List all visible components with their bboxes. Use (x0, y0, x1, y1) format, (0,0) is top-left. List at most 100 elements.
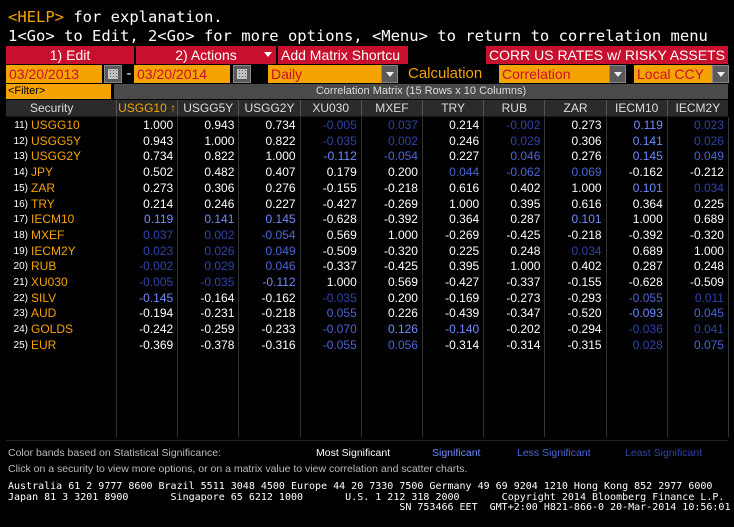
correlation-cell[interactable]: 0.246 (204, 196, 235, 211)
correlation-cell[interactable]: 0.026 (693, 133, 724, 148)
correlation-cell[interactable]: 0.225 (693, 196, 724, 211)
correlation-cell[interactable]: 0.200 (387, 290, 418, 305)
correlation-cell[interactable]: 0.029 (510, 133, 541, 148)
correlation-cell[interactable]: 0.141 (632, 133, 663, 148)
correlation-cell[interactable]: -0.427 (322, 196, 357, 211)
add-matrix-shortcut-button[interactable]: Add Matrix Shortcu (278, 46, 408, 64)
security-silv[interactable]: SILV (31, 290, 57, 305)
correlation-cell[interactable]: -0.035 (322, 133, 357, 148)
correlation-cell[interactable]: -0.162 (628, 165, 663, 180)
column-header-security[interactable]: Security (30, 101, 74, 115)
correlation-cell[interactable]: 0.046 (510, 149, 541, 164)
correlation-cell[interactable]: -0.112 (323, 149, 357, 164)
correlation-cell[interactable]: 0.200 (387, 165, 418, 180)
security-usgg10[interactable]: USGG10 (31, 118, 80, 132)
correlation-cell[interactable]: 0.306 (204, 180, 235, 195)
correlation-cell[interactable]: -0.316 (261, 337, 296, 352)
correlation-cell[interactable]: -0.162 (261, 290, 296, 305)
correlation-cell[interactable]: 0.037 (143, 227, 174, 242)
chevron-down-icon[interactable] (381, 65, 398, 83)
correlation-cell[interactable]: 0.287 (632, 259, 663, 274)
correlation-cell[interactable]: 0.045 (693, 306, 724, 321)
correlation-cell[interactable]: 0.119 (144, 212, 174, 227)
correlation-cell[interactable]: 0.002 (387, 133, 418, 148)
correlation-cell[interactable]: -0.269 (383, 196, 418, 211)
correlation-cell[interactable]: 0.689 (632, 243, 663, 258)
correlation-cell[interactable]: 0.055 (326, 306, 357, 321)
correlation-cell[interactable]: -0.194 (139, 306, 174, 321)
correlation-cell[interactable]: -0.337 (506, 275, 541, 289)
correlation-cell[interactable]: 1.000 (693, 243, 724, 258)
currency-select[interactable]: Local CCY (634, 65, 712, 83)
correlation-cell[interactable]: -0.145 (139, 290, 174, 305)
correlation-cell[interactable]: -0.294 (567, 322, 602, 337)
correlation-cell[interactable]: -0.140 (445, 322, 480, 337)
column-header-iecm2y[interactable]: IECM2Y (666, 100, 728, 116)
correlation-cell[interactable]: 0.141 (204, 212, 235, 227)
correlation-cell[interactable]: -0.005 (139, 275, 174, 289)
correlation-cell[interactable]: -0.425 (506, 227, 541, 242)
correlation-cell[interactable]: -0.218 (261, 306, 296, 321)
correlation-cell[interactable]: -0.070 (322, 322, 357, 337)
actions-menu-button[interactable]: 2) Actions (136, 46, 276, 64)
security-rub[interactable]: RUB (31, 259, 57, 274)
correlation-cell[interactable]: 0.689 (693, 212, 724, 227)
correlation-cell[interactable]: 1.000 (143, 118, 174, 132)
correlation-cell[interactable]: -0.314 (506, 337, 541, 352)
correlation-cell[interactable]: -0.002 (506, 118, 541, 132)
correlation-cell[interactable]: -0.509 (322, 243, 357, 258)
correlation-cell[interactable]: 0.395 (449, 259, 480, 274)
correlation-cell[interactable]: -0.112 (262, 275, 296, 289)
correlation-cell[interactable]: -0.315 (567, 337, 602, 352)
correlation-cell[interactable]: 0.273 (143, 180, 174, 195)
column-header-usgg10[interactable]: USGG10 ↑ (116, 100, 177, 116)
correlation-cell[interactable]: 1.000 (510, 259, 541, 274)
security-golds[interactable]: GOLDS (31, 322, 74, 337)
correlation-cell[interactable]: -0.392 (383, 212, 418, 227)
correlation-cell[interactable]: -0.273 (506, 290, 541, 305)
correlation-cell[interactable]: -0.093 (628, 306, 663, 321)
correlation-cell[interactable]: -0.002 (139, 259, 174, 274)
correlation-cell[interactable]: 0.227 (449, 149, 480, 164)
correlation-cell[interactable]: 0.069 (571, 165, 602, 180)
correlation-cell[interactable]: 0.023 (143, 243, 174, 258)
correlation-cell[interactable]: -0.242 (139, 322, 174, 337)
correlation-cell[interactable]: -0.392 (628, 227, 663, 242)
correlation-cell[interactable]: 0.026 (204, 243, 235, 258)
correlation-cell[interactable]: 0.276 (571, 149, 602, 164)
calculation-select[interactable]: Correlation (499, 65, 609, 83)
correlation-cell[interactable]: 0.502 (143, 165, 174, 180)
column-header-rub[interactable]: RUB (483, 100, 544, 116)
correlation-cell[interactable]: -0.314 (445, 337, 480, 352)
correlation-cell[interactable]: 0.145 (632, 149, 663, 164)
correlation-cell[interactable]: -0.509 (689, 275, 724, 289)
security-try[interactable]: TRY (31, 196, 55, 211)
correlation-cell[interactable]: 0.028 (632, 337, 663, 352)
correlation-cell[interactable]: -0.233 (261, 322, 296, 337)
correlation-cell[interactable]: 0.482 (204, 165, 235, 180)
correlation-cell[interactable]: 1.000 (632, 212, 663, 227)
correlation-cell[interactable]: -0.169 (445, 290, 480, 305)
security-eur[interactable]: EUR (31, 337, 57, 352)
correlation-cell[interactable]: 0.041 (693, 322, 724, 337)
correlation-cell[interactable]: -0.369 (139, 337, 174, 352)
security-jpy[interactable]: JPY (31, 165, 54, 180)
correlation-cell[interactable]: 0.101 (571, 212, 602, 227)
correlation-cell[interactable]: -0.055 (322, 337, 357, 352)
correlation-cell[interactable]: -0.218 (567, 227, 602, 242)
correlation-cell[interactable]: -0.036 (628, 322, 663, 337)
security-usgg2y[interactable]: USGG2Y (31, 149, 82, 164)
filter-button[interactable]: <Filter> (6, 84, 111, 99)
correlation-cell[interactable]: 0.273 (571, 118, 602, 132)
column-header-usgg2y[interactable]: USGG2Y (238, 100, 299, 116)
correlation-cell[interactable]: 0.822 (265, 133, 296, 148)
correlation-cell[interactable]: -0.164 (200, 290, 235, 305)
correlation-cell[interactable]: -0.628 (322, 212, 357, 227)
correlation-cell[interactable]: -0.293 (567, 290, 602, 305)
correlation-cell[interactable]: 0.214 (449, 118, 480, 132)
correlation-cell[interactable]: 0.101 (632, 180, 663, 195)
start-date-field[interactable]: 03/20/2013 (6, 65, 102, 83)
correlation-cell[interactable]: 0.569 (326, 227, 357, 242)
chevron-down-icon[interactable] (712, 65, 729, 83)
correlation-cell[interactable]: 0.616 (571, 196, 602, 211)
